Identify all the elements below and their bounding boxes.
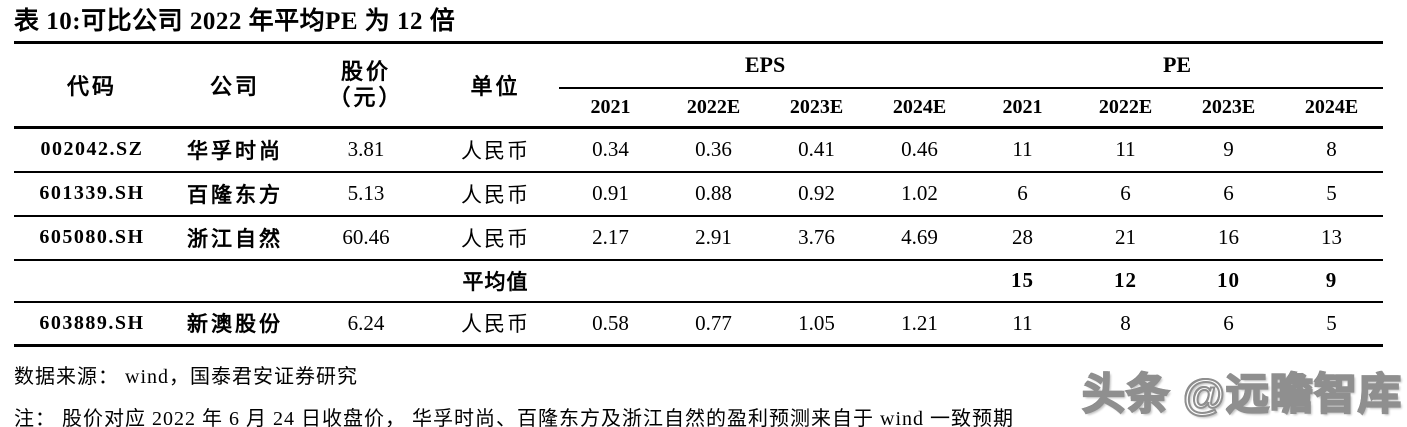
cell-eps-2024e: 1.21: [901, 310, 938, 335]
cell-eps-2021: 0.58: [592, 310, 629, 335]
cell-pe-2024e: 9: [1325, 268, 1338, 292]
cell-eps-2024e: [868, 260, 971, 302]
cell-eps-2021: [559, 260, 662, 302]
group-header-eps: EPS: [559, 42, 972, 89]
watermark-text: 头条 @远瞻智库: [1081, 370, 1402, 420]
eps-year-2023e: 2023E: [789, 95, 844, 118]
cell-unit: 人民币: [461, 182, 530, 207]
cell-eps-2022e: 0.36: [695, 137, 732, 162]
cell-eps-2023e: 3.76: [798, 225, 835, 249]
table-title: 表 10:可比公司 2022 年平均PE 为 12 倍: [14, 8, 456, 35]
cell-company: 浙江自然: [187, 226, 283, 251]
cell-pe-2024e: 5: [1326, 181, 1337, 205]
footnote-line: 注： 股价对应 2022 年 6 月 24 日收盘价， 华孚时尚、百隆东方及浙江…: [14, 408, 1014, 427]
cell-pe-2022e: 11: [1115, 137, 1136, 162]
cell-pe-2021: 28: [1012, 225, 1034, 249]
eps-year-2021: 2021: [590, 95, 631, 118]
col-header-company: 公司: [209, 74, 260, 99]
pe-year-2023e: 2023E: [1201, 95, 1256, 118]
cell-price: 6.24: [347, 310, 385, 335]
table-row: 603889.SH 新澳股份 6.24 人民币 0.58 0.77 1.05 1…: [14, 301, 1384, 346]
col-header-code: 代码: [66, 74, 117, 99]
cell-pe-2021: 6: [1017, 181, 1028, 205]
cell-eps-2023e: 0.41: [798, 137, 835, 162]
cell-price: 5.13: [347, 181, 385, 205]
cell-eps-2024e: 1.02: [901, 181, 938, 205]
cell-pe-2024e: 13: [1321, 225, 1343, 249]
group-header-pe: PE: [971, 42, 1384, 89]
cell-eps-2021: 0.91: [592, 181, 629, 205]
cell-company: 百隆东方: [187, 182, 283, 207]
comparable-companies-table: 代码 公司 股价 （元） 单位 EPS PE 2021 2022E 2023E …: [14, 41, 1384, 347]
cell-eps-2023e: 0.92: [798, 181, 835, 205]
cell-code: 601339.SH: [39, 182, 145, 204]
col-header-price-line2: （元）: [328, 85, 404, 110]
cell-pe-2023e: 6: [1223, 181, 1234, 205]
average-row: 平均值 15 12 10 9: [14, 259, 1384, 302]
cell-eps-2024e: 4.69: [901, 225, 938, 249]
cell-eps-2023e: [765, 260, 868, 302]
header-year-row: 2021 2022E 2023E 2024E 2021 2022E 2023E …: [14, 88, 1383, 128]
cell-unit: 人民币: [461, 312, 530, 337]
data-source-line: 数据来源： wind，国泰君安证券研究: [14, 366, 358, 388]
cell-code: 002042.SZ: [40, 138, 144, 161]
eps-year-2022e: 2022E: [686, 95, 741, 118]
col-header-unit: 单位: [470, 74, 521, 99]
header-group-row: 代码 公司 股价 （元） 单位 EPS PE: [14, 42, 1384, 110]
cell-code: 603889.SH: [39, 311, 145, 334]
cell-pe-2021: 15: [1011, 268, 1035, 292]
cell-price: 3.81: [347, 137, 385, 162]
cell-pe-2023e: 6: [1223, 310, 1234, 335]
cell-price: [300, 260, 432, 302]
cell-pe-2022e: 6: [1120, 181, 1131, 205]
cell-pe-2023e: 10: [1217, 268, 1241, 292]
cell-company: 新澳股份: [187, 312, 283, 337]
eps-year-2024e: 2024E: [892, 95, 947, 118]
table-row: 605080.SH 浙江自然 60.46 人民币 2.17 2.91 3.76 …: [14, 215, 1384, 260]
table-row: 002042.SZ 华孚时尚 3.81 人民币 0.34 0.36 0.41 0…: [14, 128, 1383, 172]
pe-year-2024e: 2024E: [1304, 95, 1359, 118]
cell-pe-2022e: 21: [1115, 225, 1137, 249]
average-label: 平均值: [462, 269, 529, 294]
cell-price: 60.46: [342, 225, 390, 249]
cell-pe-2023e: 9: [1223, 137, 1234, 162]
col-header-price: 股价 （元）: [300, 43, 432, 128]
col-header-price-line1: 股价: [340, 59, 391, 84]
cell-unit: 人民币: [461, 226, 530, 251]
cell-pe-2024e: 5: [1326, 310, 1337, 335]
cell-company: 华孚时尚: [187, 138, 283, 163]
cell-eps-2022e: [662, 260, 765, 302]
cell-pe-2024e: 8: [1326, 137, 1337, 162]
cell-eps-2021: 0.34: [592, 137, 629, 162]
cell-pe-2021: 11: [1012, 137, 1033, 162]
cell-code: 605080.SH: [39, 226, 145, 248]
pe-year-2021: 2021: [1002, 95, 1043, 118]
cell-eps-2024e: 0.46: [901, 137, 938, 162]
table-row: 601339.SH 百隆东方 5.13 人民币 0.91 0.88 0.92 1…: [14, 171, 1384, 216]
cell-eps-2023e: 1.05: [798, 310, 835, 335]
cell-eps-2022e: 0.88: [695, 181, 732, 205]
cell-pe-2022e: 12: [1114, 268, 1138, 292]
cell-code: [14, 260, 170, 302]
cell-eps-2022e: 0.77: [695, 310, 732, 335]
cell-pe-2021: 11: [1012, 310, 1033, 335]
cell-pe-2022e: 8: [1120, 310, 1131, 335]
pe-year-2022e: 2022E: [1098, 95, 1153, 118]
cell-eps-2022e: 2.91: [695, 225, 732, 249]
cell-unit: 人民币: [461, 138, 530, 163]
cell-pe-2023e: 16: [1218, 225, 1240, 249]
cell-company: [170, 260, 300, 302]
cell-eps-2021: 2.17: [592, 225, 629, 249]
